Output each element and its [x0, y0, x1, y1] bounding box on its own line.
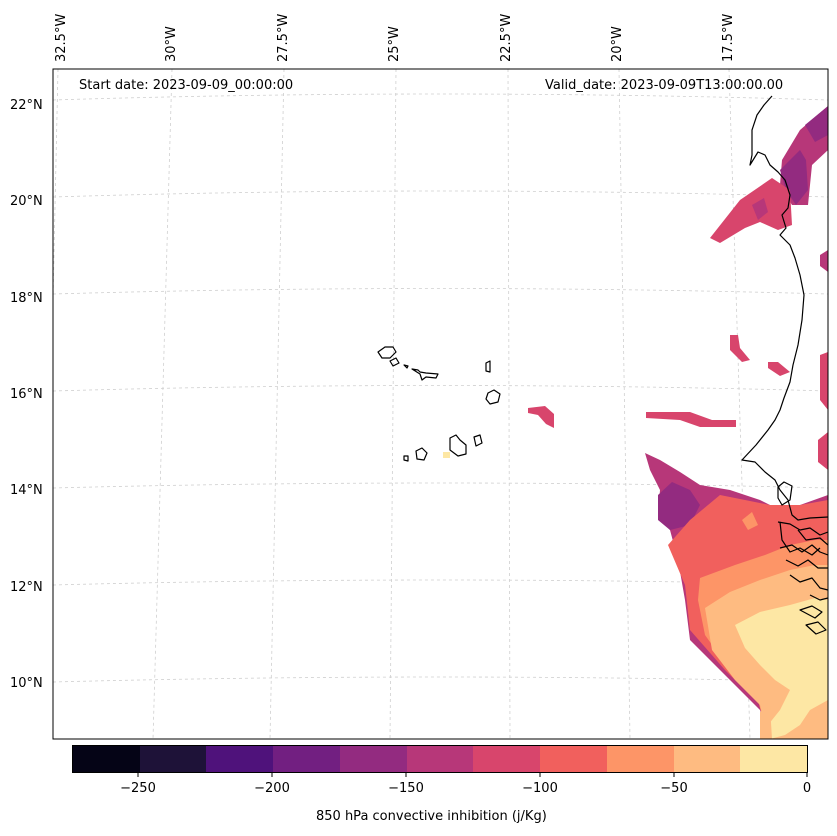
- lat-label: 10°N: [10, 676, 43, 691]
- island-fogo: [415, 447, 428, 461]
- island-sao-nicolau: [411, 368, 439, 381]
- lat-label: 22°N: [10, 98, 43, 113]
- contour-south-9: [760, 706, 772, 739]
- island-brava: [403, 455, 409, 462]
- contour-mid-3: [820, 352, 828, 410]
- island-santa-luzia: [403, 364, 409, 369]
- coast-south-f: [809, 594, 828, 601]
- colorbar-segment: [740, 746, 808, 772]
- contour-mid-6: [818, 432, 828, 470]
- coast-border-2: [797, 529, 828, 546]
- start-date-label: Start date: 2023-09-09_00:00:00: [79, 78, 294, 93]
- lon-label: 32.5°W: [54, 13, 69, 62]
- island-boa-vista: [485, 389, 501, 405]
- contour-south-7: [735, 598, 828, 739]
- colorbar-segment: [473, 746, 541, 772]
- map-panel: [52, 68, 829, 740]
- colorbar-tick-label: −50: [660, 781, 688, 796]
- contour-north-5: [752, 198, 768, 220]
- coastlines: [377, 95, 828, 635]
- lat-label: 16°N: [10, 387, 43, 402]
- cin-contours: [443, 106, 828, 739]
- island-sao-vicente: [389, 357, 400, 367]
- colorbar-segment: [206, 746, 274, 772]
- lon-label: 27.5°W: [276, 13, 291, 62]
- african-coast: [741, 95, 828, 521]
- lon-label: 22.5°W: [499, 13, 514, 62]
- coast-south-g: [799, 605, 823, 619]
- island-santiago: [449, 434, 467, 457]
- coast-border-1: [779, 521, 821, 556]
- lon-label: 25°W: [387, 26, 402, 62]
- colorbar-segment: [139, 746, 207, 772]
- contour-south-5: [742, 512, 758, 530]
- coast-south-a: [777, 481, 793, 506]
- colorbar-tick-label: −250: [120, 781, 156, 796]
- colorbar-segment: [406, 746, 474, 772]
- colorbar-segment: [673, 746, 741, 772]
- colorbar-segment: [73, 746, 140, 772]
- lat-label: 14°N: [10, 483, 43, 498]
- coast-south-c: [779, 544, 828, 556]
- island-sal: [485, 360, 491, 373]
- colorbar-segment: [606, 746, 674, 772]
- island-santo-antao: [377, 346, 397, 359]
- lat-label: 12°N: [10, 580, 43, 595]
- coast-south-e: [789, 574, 828, 591]
- colorbar-segment: [339, 746, 407, 772]
- valid-date-label: Valid_date: 2023-09-09T13:00:00.00: [545, 78, 784, 93]
- colorbar-tick-label: 0: [802, 781, 812, 796]
- map-frame: [52, 68, 829, 740]
- colorbar-segment: [273, 746, 340, 772]
- lat-label: 20°N: [10, 194, 43, 209]
- island-maio: [473, 434, 483, 447]
- lat-label: 18°N: [10, 291, 43, 306]
- contour-north-2: [805, 106, 828, 142]
- contour-south-8: [443, 452, 450, 458]
- contour-mid-2: [768, 362, 790, 376]
- contour-north-6: [820, 250, 828, 272]
- colorbar-segment: [540, 746, 607, 772]
- contour-mid-1: [730, 335, 750, 362]
- lon-label: 20°W: [610, 26, 625, 62]
- contour-mid-4: [528, 406, 554, 428]
- coast-south-h: [805, 621, 827, 635]
- colorbar-tick-label: −100: [522, 781, 558, 796]
- lon-label: 17.5°W: [721, 13, 736, 62]
- contour-north-4: [710, 178, 792, 243]
- coast-south-d: [785, 559, 828, 569]
- contour-mid-5: [646, 412, 736, 427]
- lon-label: 30°W: [164, 26, 179, 62]
- contour-south-2: [658, 482, 700, 530]
- colorbar-tick-label: −150: [388, 781, 424, 796]
- coast-south-b: [777, 521, 828, 536]
- colorbar-ticks: [137, 772, 808, 777]
- colorbar-label: 850 hPa convective inhibition (j/Kg): [316, 809, 547, 824]
- colorbar-tick-label: −200: [254, 781, 290, 796]
- colorbar: [72, 745, 808, 773]
